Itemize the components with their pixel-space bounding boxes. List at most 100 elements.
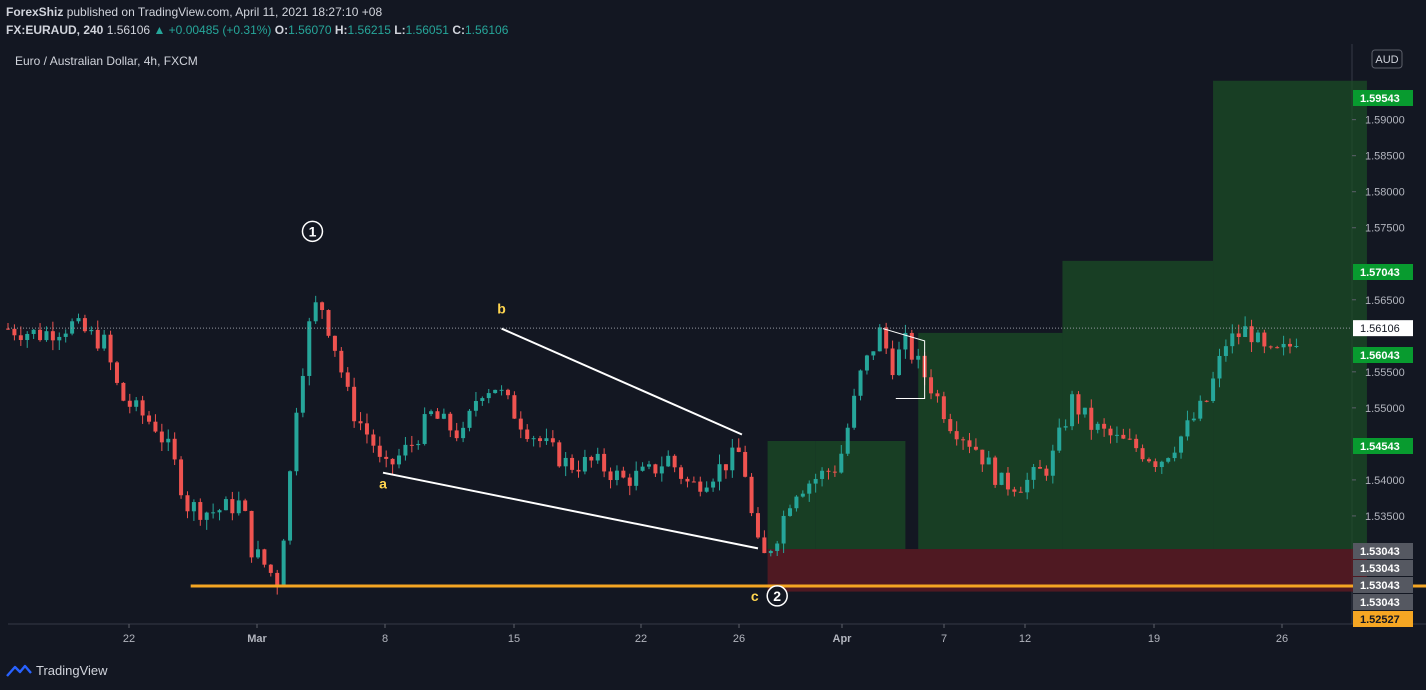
candle-body-71 (461, 427, 466, 439)
candle-body-34 (223, 499, 228, 511)
x-tick-label-5: 26 (733, 633, 745, 645)
price-label-box-4 (1353, 543, 1413, 559)
candle-body-33 (217, 510, 222, 513)
candle-body-40 (262, 549, 267, 565)
y-tick-label-6: 1.55000 (1365, 403, 1405, 415)
candle-body-184 (1185, 420, 1190, 437)
candle-body-122 (788, 508, 793, 516)
candle-body-152 (980, 449, 985, 465)
low-value: 1.56051 (405, 23, 449, 37)
price-label-box-7 (1353, 594, 1413, 610)
chart-header: ForexShiz published on TradingView.com, … (0, 0, 1426, 44)
candle-body-200 (1288, 343, 1292, 347)
price-label-0: 1.59543 (1360, 93, 1400, 105)
candle-body-41 (268, 564, 273, 573)
candle-body-182 (1172, 452, 1177, 459)
candle-body-128 (826, 470, 831, 472)
candle-body-188 (1211, 378, 1216, 402)
candle-body-30 (198, 502, 203, 520)
candle-body-13 (89, 329, 94, 332)
price-label-8: 1.52527 (1360, 614, 1400, 626)
author-name[interactable]: ForexShiz (6, 5, 64, 19)
candle-body-12 (82, 318, 87, 332)
open-label: O: (274, 23, 289, 37)
candle-body-79 (512, 395, 517, 419)
candle-body-31 (204, 512, 209, 520)
candle-body-68 (441, 413, 446, 419)
candle-body-113 (730, 447, 735, 471)
candle-body-72 (467, 410, 472, 428)
candle-body-20 (134, 400, 139, 407)
candle-body-163 (1050, 450, 1055, 476)
last-price: 1.56106 (106, 23, 151, 37)
candle-body-124 (800, 493, 805, 497)
change-up-icon: ▲ (153, 23, 166, 37)
candle-body-111 (717, 464, 722, 482)
candle-body-66 (429, 411, 434, 415)
candle-body-99 (640, 466, 645, 471)
candle-body-37 (243, 500, 248, 511)
candles-group (6, 295, 1299, 595)
profit-zone-4 (1213, 80, 1367, 550)
y-tick-label-4: 1.56500 (1365, 295, 1405, 307)
price-label-box-5 (1353, 560, 1413, 576)
price-label-4: 1.53043 (1360, 546, 1400, 558)
candle-body-134 (864, 355, 869, 371)
candle-body-192 (1236, 333, 1241, 338)
candle-body-96 (621, 470, 626, 478)
candle-body-24 (159, 431, 164, 443)
candle-body-140 (903, 332, 908, 350)
candle-body-138 (890, 348, 895, 376)
candle-body-106 (685, 478, 690, 482)
candle-body-90 (582, 456, 587, 472)
candle-body-197 (1268, 346, 1273, 348)
candle-body-49 (320, 302, 325, 311)
candle-body-102 (659, 466, 664, 474)
candle-body-158 (1018, 491, 1023, 493)
candle-body-153 (986, 457, 991, 465)
wave-label-3: c (751, 588, 759, 604)
y-tick-label-3: 1.57500 (1365, 223, 1405, 235)
candle-body-6 (44, 331, 49, 341)
close-label: C: (452, 23, 465, 37)
candle-body-51 (332, 335, 337, 351)
candle-body-115 (743, 451, 748, 477)
candle-body-199 (1281, 343, 1286, 348)
candle-body-52 (339, 350, 344, 373)
candle-body-95 (614, 470, 619, 481)
candle-body-27 (179, 459, 184, 496)
x-tick-label-4: 22 (635, 633, 647, 645)
loss-zone-5 (767, 549, 1367, 592)
candle-body-103 (666, 455, 671, 467)
candle-body-148 (954, 431, 959, 440)
tradingview-logo[interactable]: TradingView (6, 663, 108, 678)
candle-body-98 (634, 470, 639, 486)
wave-circle-4 (766, 585, 788, 607)
x-tick-label-1: Mar (247, 633, 267, 645)
close-value: 1.56106 (464, 23, 509, 37)
candle-body-67 (435, 411, 440, 419)
candle-body-47 (307, 321, 312, 376)
candle-body-86 (557, 442, 562, 467)
candle-body-45 (294, 412, 299, 472)
candle-body-171 (1102, 423, 1107, 429)
candle-body-191 (1230, 333, 1235, 347)
candle-body-4 (31, 329, 36, 334)
price-chart[interactable]: 1 b a c 2 Euro / Australian Dollar, 4h, FXCM 1… (0, 44, 1426, 652)
candle-body-183 (1179, 436, 1184, 453)
candle-body-76 (493, 389, 498, 394)
candle-body-150 (967, 440, 972, 447)
candle-body-160 (1031, 467, 1036, 480)
candle-body-43 (281, 540, 286, 587)
candle-body-93 (602, 453, 607, 472)
candle-body-156 (1005, 472, 1010, 490)
price-label-2: 1.56043 (1360, 350, 1400, 362)
candle-body-196 (1262, 332, 1267, 347)
candle-body-63 (409, 444, 414, 446)
candle-body-78 (505, 389, 510, 396)
candle-body-101 (653, 464, 658, 474)
candle-body-73 (473, 400, 478, 411)
candle-body-2 (18, 335, 23, 341)
candle-body-127 (820, 470, 825, 479)
candle-body-62 (403, 444, 408, 456)
